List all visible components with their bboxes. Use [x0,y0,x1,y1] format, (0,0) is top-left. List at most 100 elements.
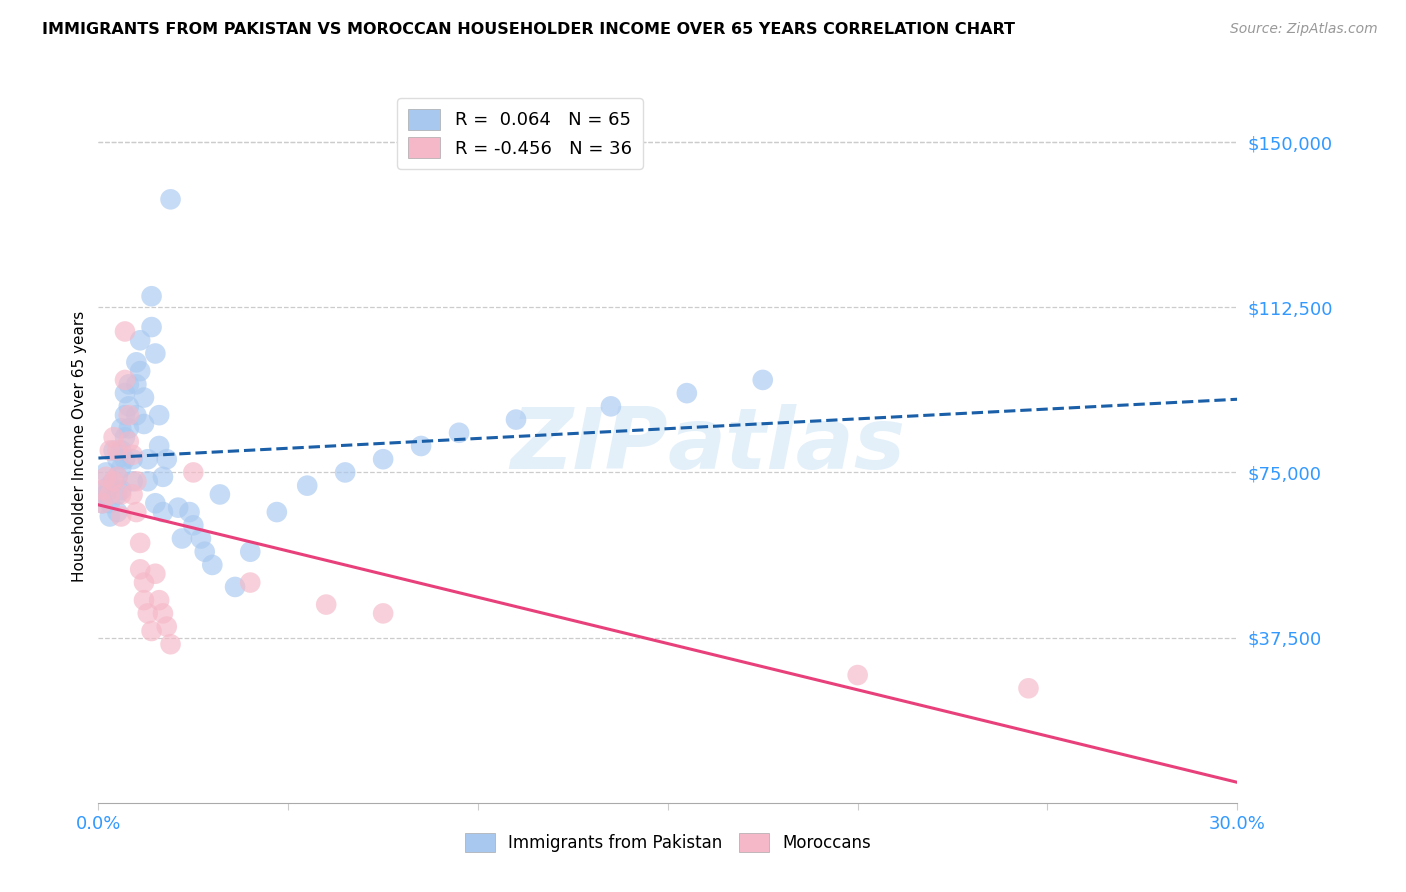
Y-axis label: Householder Income Over 65 years: Householder Income Over 65 years [72,310,87,582]
Point [114,408,136,422]
Point [118,400,141,414]
Point [114,386,136,401]
Point [94,470,117,484]
Point [600,400,623,414]
Text: IMMIGRANTS FROM PAKISTAN VS MOROCCAN HOUSEHOLDER INCOME OVER 65 YEARS CORRELATIO: IMMIGRANTS FROM PAKISTAN VS MOROCCAN HOU… [42,22,1015,37]
Point [98,478,121,492]
Point [132,417,155,431]
Point [91,496,114,510]
Point [132,391,155,405]
Point [183,518,205,533]
Point [103,475,125,489]
Point [152,607,174,621]
Point [266,505,288,519]
Point [98,496,121,510]
Text: ZIP: ZIP [510,404,668,488]
Point [224,580,246,594]
Point [103,475,125,489]
Point [125,377,148,392]
Point [1018,681,1040,696]
Point [114,430,136,444]
Point [125,505,148,519]
Point [297,478,319,492]
Point [91,496,114,510]
Text: Source: ZipAtlas.com: Source: ZipAtlas.com [1230,22,1378,37]
Point [107,505,129,519]
Point [118,377,141,392]
Point [167,500,190,515]
Point [121,487,143,501]
Point [239,545,262,559]
Point [201,558,224,572]
Point [145,566,167,581]
Point [125,475,148,489]
Point [179,505,201,519]
Text: atlas: atlas [668,404,905,488]
Point [148,439,170,453]
Point [110,461,132,475]
Point [91,483,114,497]
Point [752,373,775,387]
Point [107,443,129,458]
Point [145,496,167,510]
Point [114,452,136,467]
Point [159,637,181,651]
Point [118,408,141,422]
Point [159,192,181,206]
Point [132,575,155,590]
Point [371,452,394,467]
Point [846,668,869,682]
Point [315,598,337,612]
Point [132,593,155,607]
Point [103,430,125,444]
Point [170,532,193,546]
Point [125,408,148,422]
Point [94,487,117,501]
Point [148,408,170,422]
Point [98,509,121,524]
Point [103,443,125,458]
Point [118,421,141,435]
Point [107,470,129,484]
Point [107,470,129,484]
Point [110,509,132,524]
Point [136,607,159,621]
Point [449,425,471,440]
Point [110,487,132,501]
Point [183,466,205,480]
Point [141,289,163,303]
Point [121,452,143,467]
Point [335,466,357,480]
Point [110,443,132,458]
Point [148,593,170,607]
Point [107,487,129,501]
Point [136,475,159,489]
Point [239,575,262,590]
Point [129,536,152,550]
Point [129,364,152,378]
Point [141,624,163,638]
Point [98,487,121,501]
Point [505,412,527,426]
Point [156,452,179,467]
Point [411,439,433,453]
Point [125,355,148,369]
Legend: Immigrants from Pakistan, Moroccans: Immigrants from Pakistan, Moroccans [458,826,877,859]
Point [371,607,394,621]
Point [114,373,136,387]
Point [190,532,212,546]
Point [121,475,143,489]
Point [94,466,117,480]
Point [110,483,132,497]
Point [208,487,231,501]
Point [107,452,129,467]
Point [98,443,121,458]
Point [121,448,143,462]
Point [145,346,167,360]
Point [114,325,136,339]
Point [136,452,159,467]
Point [152,505,174,519]
Point [110,421,132,435]
Point [676,386,699,401]
Point [91,483,114,497]
